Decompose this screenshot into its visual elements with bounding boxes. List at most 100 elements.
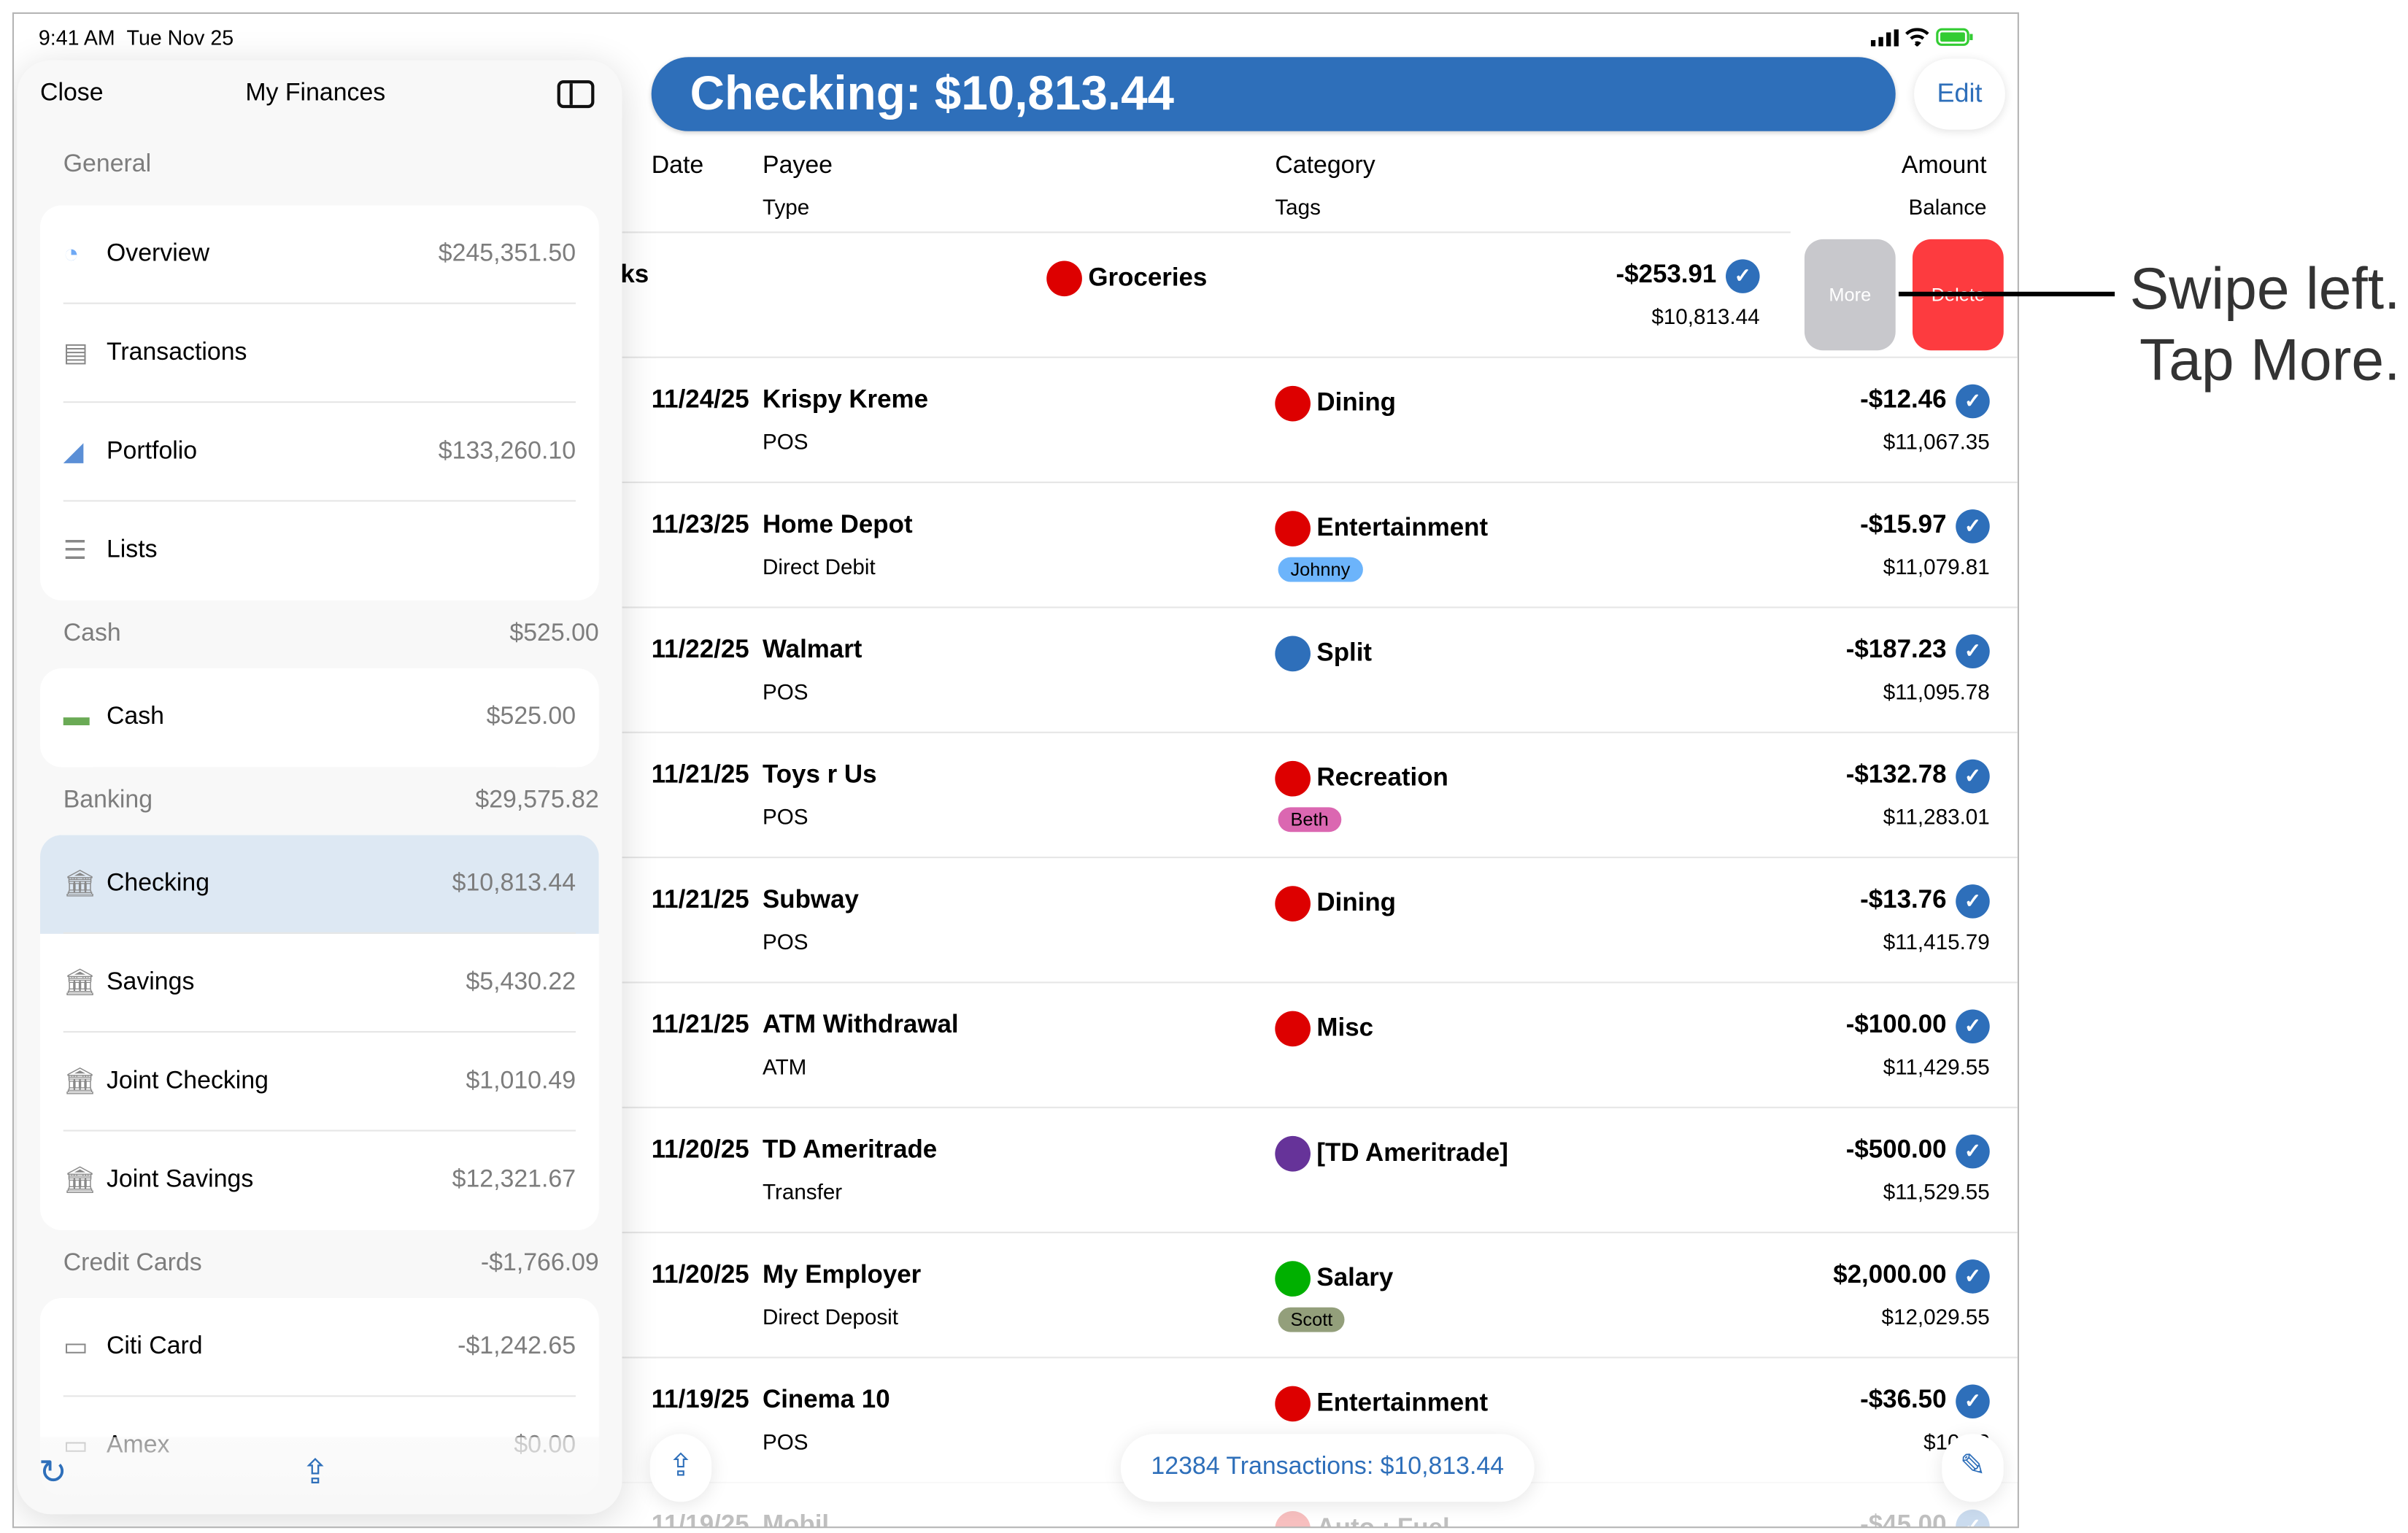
annotation-line1: Swipe left. [2129,258,2401,323]
status-icons [1870,28,1975,47]
signal-icon [1870,28,1899,46]
cleared-check-icon[interactable]: ✓ [1956,1009,1990,1044]
cleared-check-icon[interactable]: ✓ [1956,509,1990,544]
compose-button[interactable]: ✎ [1942,1434,2004,1502]
category: Misc [1275,1011,1373,1047]
sidebar-item-portfolio[interactable]: ◢ Portfolio $133,260.10 [40,403,599,502]
balance: $11,095.78 [1883,679,1990,704]
category-color-dot [1275,385,1311,422]
sidebar-item-savings[interactable]: 🏛 Savings $5,430.22 [40,934,599,1033]
sidebar-item-value: $12,321.67 [452,1167,576,1194]
payee: ks [620,260,649,289]
sidebar-item-transactions[interactable]: ▤ Transactions [40,304,599,403]
amount: -$100.00 [1845,1011,1947,1039]
share-icon[interactable]: ⇪ [301,1452,330,1491]
balance: $12,029.55 [1881,1304,1990,1329]
transaction-row[interactable]: 11/24/25 Krispy Kreme POS Dining -$12.46 ✓ $11… [620,356,2018,482]
date: 11/23/25 [651,511,749,539]
sidebar-item-label: Citi Card [106,1333,203,1360]
transaction-type: POS [763,429,809,454]
annotation-line [1898,291,2115,296]
bank-icon: 🏛 [63,968,97,997]
transaction-count-summary[interactable]: 12384 Transactions: $10,813.44 [1120,1434,1535,1502]
cleared-check-icon[interactable]: ✓ [1956,1509,1990,1527]
column-payee[interactable]: Payee [763,152,833,179]
date: Tue Nov 25 [126,26,234,50]
column-balance[interactable]: Balance [1908,194,1987,220]
balance: $11,067.35 [1883,429,1990,454]
more-button[interactable]: More [1804,239,1896,351]
sidebar-item-joint-checking[interactable]: 🏛 Joint Checking $1,010.49 [40,1032,599,1132]
sidebar-item-overview[interactable]: ◔ Overview $245,351.50 [40,205,599,304]
transaction-row[interactable]: 11/21/25 ATM Withdrawal ATM Misc -$100.00 ✓ $1… [620,981,2018,1107]
list-icon: ☰ [63,536,87,565]
sidebar-item-cash[interactable]: ▬ Cash $525.00 [40,668,599,767]
cleared-check-icon[interactable]: ✓ [1726,259,1760,293]
sidebar-item-label: Lists [106,537,158,564]
section-header-banking: Banking $29,575.82 [17,767,622,835]
category-label: Misc [1316,1013,1374,1042]
cleared-check-icon[interactable]: ✓ [1956,634,1990,668]
category-color-dot [1275,1135,1311,1172]
transaction-row[interactable]: 11/20/25 TD Ameritrade Transfer [TD Ameritr… [620,1106,2018,1232]
date: 11/22/25 [651,636,749,664]
cleared-check-icon[interactable]: ✓ [1956,1259,1990,1294]
section-header-cash: Cash $525.00 [17,601,622,668]
sidebar-item-label: Savings [106,969,195,996]
transaction-type: POS [763,804,809,829]
sidebar-item-label: Overview [106,241,210,267]
sidebar-toggle-icon[interactable] [557,80,595,109]
tag-badge: Johnny [1278,557,1363,582]
date: 11/24/25 [651,385,749,414]
date: 11/20/25 [651,1261,749,1289]
column-amount[interactable]: Amount [1901,152,1987,179]
transaction-row[interactable]: 11/20/25 My Employer Direct Deposit Salary S… [620,1232,2018,1357]
balance: $11,529.55 [1883,1179,1990,1205]
cleared-check-icon[interactable]: ✓ [1956,1384,1990,1419]
section-total: $525.00 [509,620,599,647]
transaction-row[interactable]: 11/23/25 Home Depot Direct Debit Entertainm… [620,482,2018,607]
cleared-check-icon[interactable]: ✓ [1956,759,1990,794]
section-label: Cash [63,620,121,647]
category-label: Entertainment [1316,514,1489,542]
date: 11/19/25 [651,1386,749,1414]
edit-button[interactable]: Edit [1914,58,2005,130]
sidebar-item-lists[interactable]: ☰ Lists [40,502,599,601]
amount: $2,000.00 [1833,1261,1947,1289]
sidebar-item-joint-savings[interactable]: 🏛 Joint Savings $12,321.67 [40,1132,599,1230]
transaction-row[interactable]: 11/22/25 Walmart POS Split -$187.23 ✓ $11,095.… [620,606,2018,732]
transaction-row[interactable]: 11/21/25 Subway POS Dining -$13.76 ✓ $11,415.7… [620,857,2018,982]
category-label: Dining [1316,389,1397,417]
category: Dining [1275,886,1396,922]
close-button[interactable]: Close [40,80,104,107]
column-type[interactable]: Type [763,194,810,220]
category-label: Dining [1316,889,1397,917]
transaction-row[interactable]: 11/21/25 Toys r Us POS Recreation Beth -$132.… [620,731,2018,857]
refresh-icon[interactable]: ↻ [38,1452,67,1491]
payee: My Employer [763,1261,922,1289]
cleared-check-icon[interactable]: ✓ [1956,884,1990,919]
transaction-type: Direct Debit [763,554,876,579]
sidebar-item-checking[interactable]: 🏛 Checking $10,813.44 [40,835,599,934]
category-color-dot [1275,886,1311,922]
category-color-dot [1275,1011,1311,1047]
cleared-check-icon[interactable]: ✓ [1956,1134,1990,1169]
category-label: Entertainment [1316,1389,1489,1417]
section-total: -$1,766.09 [480,1250,599,1277]
transaction-type: ATM [763,1054,807,1079]
sidebar-item-citi-card[interactable]: ▭ Citi Card -$1,242.65 [40,1298,599,1397]
category-label: Recreation [1316,764,1448,792]
column-date[interactable]: Date [651,152,704,179]
date: 11/21/25 [651,886,749,914]
cleared-check-icon[interactable]: ✓ [1956,384,1990,419]
swiped-transaction-row[interactable]: ks Groceries -$253.91 ✓ $10,813.44 [620,231,1791,357]
section-label: General [63,151,152,178]
share-button[interactable]: ⇪ [649,1434,712,1502]
sidebar-toolbar: ↻ ⇪ [17,1437,622,1515]
column-tags[interactable]: Tags [1275,194,1321,220]
bank-icon: 🏛 [63,868,97,899]
category: Dining [1275,385,1397,422]
transaction-type: POS [763,1429,809,1454]
section-card: ◔ Overview $245,351.50 ▤ Transactions ◢ Portfo… [40,205,599,601]
column-category[interactable]: Category [1275,152,1375,179]
